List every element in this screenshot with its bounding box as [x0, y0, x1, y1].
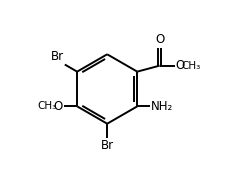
- Text: O: O: [176, 59, 185, 72]
- Text: O: O: [155, 33, 164, 46]
- Text: Br: Br: [101, 139, 114, 152]
- Text: Br: Br: [51, 50, 64, 63]
- Text: O: O: [54, 100, 63, 113]
- Text: CH₃: CH₃: [38, 101, 57, 111]
- Text: CH₃: CH₃: [182, 61, 201, 71]
- Text: NH₂: NH₂: [150, 100, 173, 113]
